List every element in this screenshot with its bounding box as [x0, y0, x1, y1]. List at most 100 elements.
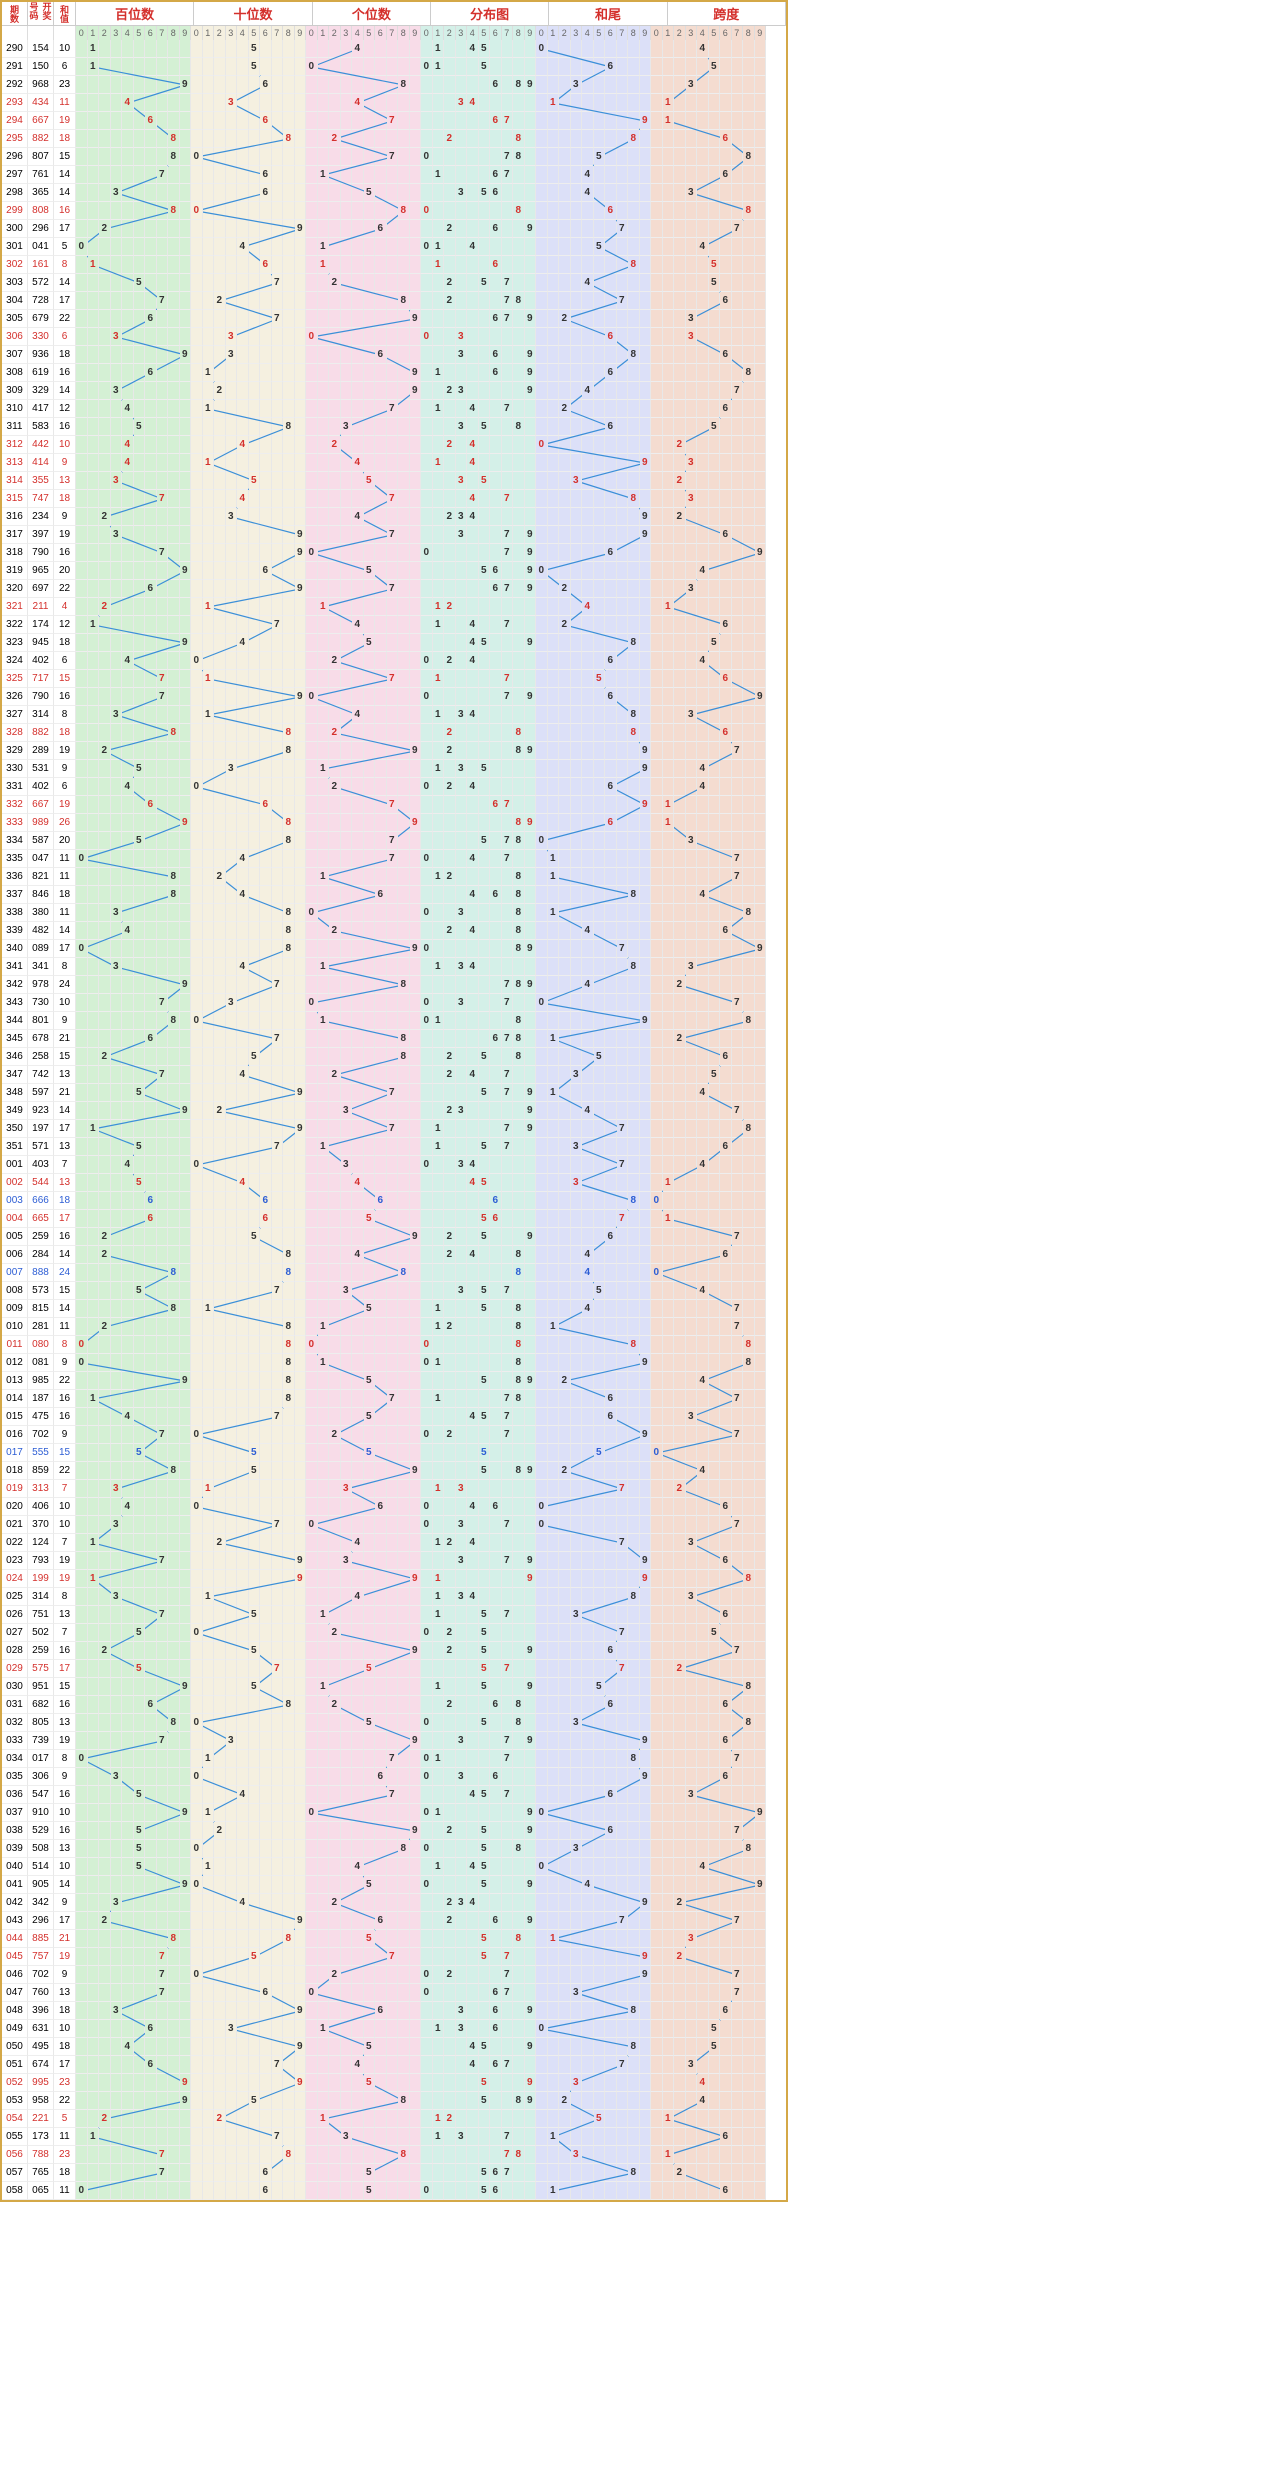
table-row: 3206972269767923 [2, 580, 786, 598]
table-row: 3002961729626977 [2, 220, 786, 238]
table-row: 056788237887831 [2, 2146, 786, 2164]
header-ones: 个位数 [313, 2, 431, 25]
table-row: 024199191991998 [2, 1570, 786, 1588]
table-row: 294667196676791 [2, 112, 786, 130]
table-row: 0154751647545763 [2, 1408, 786, 1426]
table-row: 30633063300363 [2, 328, 786, 346]
table-row: 004665176655671 [2, 1210, 786, 1228]
table-row: 3394821448224846 [2, 922, 786, 940]
table-row: 3437301073003707 [2, 994, 786, 1012]
table-row: 035306930603696 [2, 1768, 786, 1786]
table-row: 0267511375115736 [2, 1606, 786, 1624]
table-row: 025314831413483 [2, 1588, 786, 1606]
table-row: 0379101091001909 [2, 1804, 786, 1822]
table-row: 029575175755772 [2, 1660, 786, 1678]
table-row: 0395081350805838 [2, 1840, 786, 1858]
table-row: 0052591625925967 [2, 1228, 786, 1246]
table-row: 299808168080868 [2, 202, 786, 220]
table-row: 2929682396868933 [2, 76, 786, 94]
table-row: 30216181611685 [2, 256, 786, 274]
table-row: 341341834113483 [2, 958, 786, 976]
table-row: 0477601376006737 [2, 1984, 786, 2002]
table-row: 3047281772827876 [2, 292, 786, 310]
digit-header: 0123456789012345678901234567890123456789… [2, 26, 786, 40]
table-row: 01108080800888 [2, 1336, 786, 1354]
table-row: 044885218855813 [2, 1930, 786, 1948]
header-row: 期数 开奖号码 和值 百位数 十位数 个位数 分布图 和尾 跨度 [2, 2, 786, 26]
table-row: 3267901679007969 [2, 688, 786, 706]
table-row: 3501971719717978 [2, 1120, 786, 1138]
table-row: 0432961729626977 [2, 1912, 786, 1930]
table-row: 0213701037003707 [2, 1516, 786, 1534]
table-row: 0337391973937996 [2, 1732, 786, 1750]
table-row: 332667196676791 [2, 796, 786, 814]
table-row: 034017801701787 [2, 1750, 786, 1768]
table-row: 316234923423492 [2, 508, 786, 526]
table-row: 022124712412473 [2, 1534, 786, 1552]
table-row: 016702970202797 [2, 1426, 786, 1444]
table-row: 0282591625925967 [2, 1642, 786, 1660]
table-row: 3056792267967923 [2, 310, 786, 328]
data-rows: 2901541015414504291150615001565292968239… [2, 40, 786, 2200]
table-row: 0309511595115958 [2, 1678, 786, 1696]
table-row: 01931373131372 [2, 1480, 786, 1498]
table-row: 2983651436535643 [2, 184, 786, 202]
table-row: 344801980101898 [2, 1012, 786, 1030]
table-row: 291150615001565 [2, 58, 786, 76]
table-row: 331402640202464 [2, 778, 786, 796]
table-row: 0516741767446773 [2, 2056, 786, 2074]
table-row: 0098151481515847 [2, 1300, 786, 1318]
table-row: 0551731117313716 [2, 2128, 786, 2146]
header-sumtail: 和尾 [549, 2, 667, 25]
table-row: 0496311063113605 [2, 2020, 786, 2038]
table-row: 0102811128112817 [2, 1318, 786, 1336]
table-row: 0062841428424846 [2, 1246, 786, 1264]
table-row: 3515711357115736 [2, 1138, 786, 1156]
table-row: 042342934223492 [2, 1894, 786, 1912]
table-row: 0204061040604606 [2, 1498, 786, 1516]
table-row: 301041504101454 [2, 238, 786, 256]
table-row: 3383801138003818 [2, 904, 786, 922]
header-number: 开奖号码 [28, 2, 54, 25]
table-row: 312442104422402 [2, 436, 786, 454]
header-distribution: 分布图 [431, 2, 549, 25]
table-row: 0405141051414504 [2, 1858, 786, 1876]
table-row: 3173971939737996 [2, 526, 786, 544]
table-row: 0539582295858924 [2, 2092, 786, 2110]
table-row: 3456782167867812 [2, 1030, 786, 1048]
table-row: 0365471654745763 [2, 1786, 786, 1804]
table-row: 3477421374224735 [2, 1066, 786, 1084]
table-row: 3400891708908979 [2, 940, 786, 958]
table-row: 32121142111241 [2, 598, 786, 616]
table-row: 0580651106505616 [2, 2182, 786, 2200]
table-row: 333989269898961 [2, 814, 786, 832]
table-row: 3350471104704717 [2, 850, 786, 868]
table-row: 052995239955934 [2, 2074, 786, 2092]
table-row: 3035721457225745 [2, 274, 786, 292]
table-row: 2968071580707858 [2, 148, 786, 166]
table-row: 3345872058757803 [2, 832, 786, 850]
table-row: 0483961839636986 [2, 2002, 786, 2020]
table-row: 001403740303474 [2, 1156, 786, 1174]
table-row: 293434114343411 [2, 94, 786, 112]
table-row: 045757197575792 [2, 1948, 786, 1966]
table-row: 3115831658335865 [2, 418, 786, 436]
table-row: 3187901679007969 [2, 544, 786, 562]
table-row: 012081908101898 [2, 1354, 786, 1372]
table-row: 325717157171756 [2, 670, 786, 688]
table-row: 324402640202464 [2, 652, 786, 670]
table-row: 00788824888840 [2, 1264, 786, 1282]
table-row: 01755515555550 [2, 1444, 786, 1462]
table-row: 2901541015414504 [2, 40, 786, 58]
table-row: 027502750202575 [2, 1624, 786, 1642]
table-row: 328882188822886 [2, 724, 786, 742]
header-sum: 和值 [54, 2, 76, 25]
table-row: 3104171241714726 [2, 400, 786, 418]
table-row: 0237931979337996 [2, 1552, 786, 1570]
table-row: 330531953113594 [2, 760, 786, 778]
table-row: 046702970202797 [2, 1966, 786, 1984]
table-row: 3462581525825856 [2, 1048, 786, 1066]
table-row: 3378461884646884 [2, 886, 786, 904]
table-row: 3292891928928997 [2, 742, 786, 760]
header-tens: 十位数 [194, 2, 312, 25]
